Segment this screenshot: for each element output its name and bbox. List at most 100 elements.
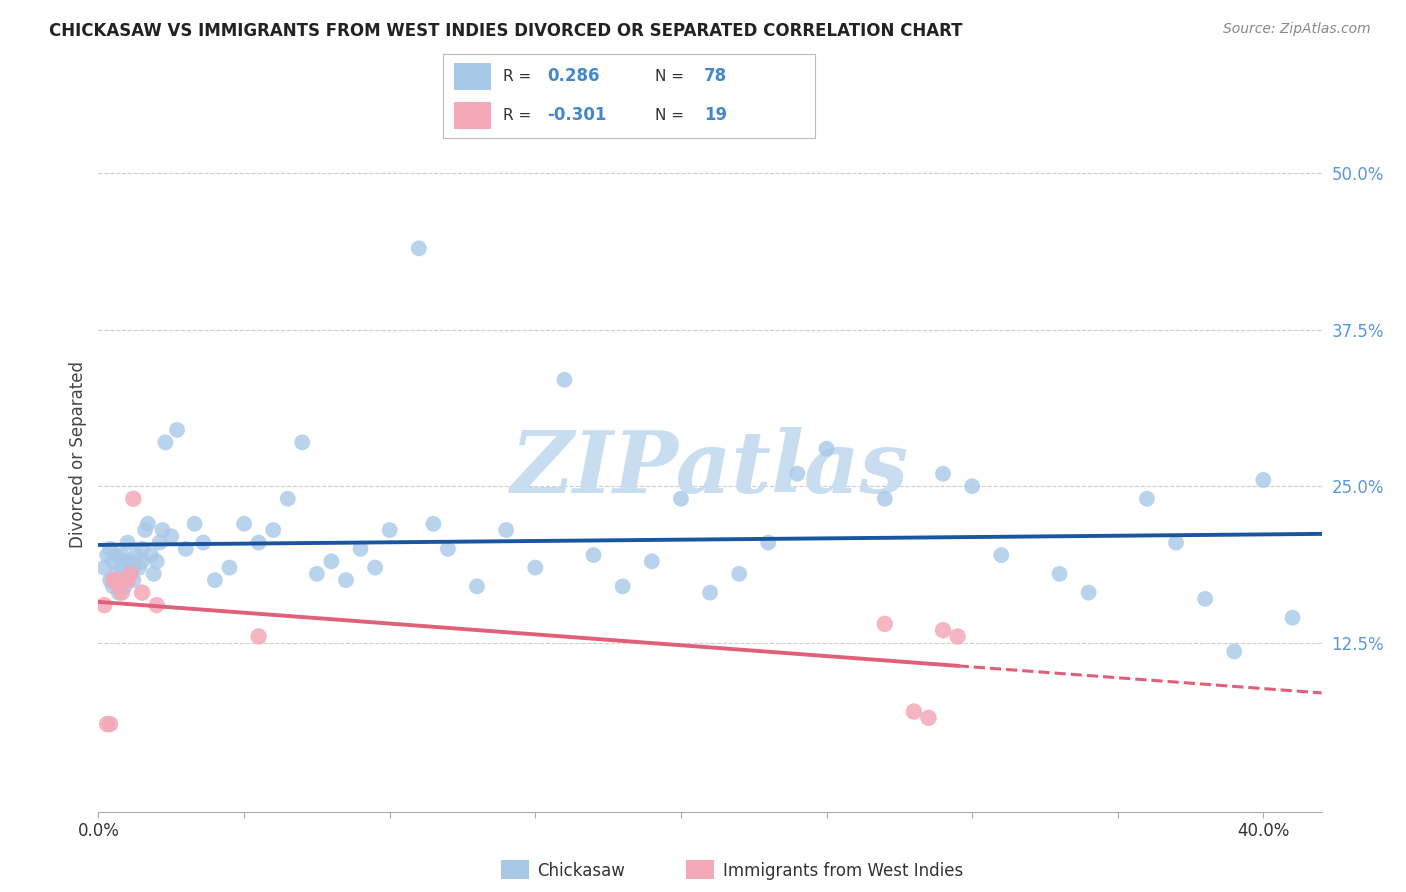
Point [990,548,1012,562]
Text: R =: R = [502,69,536,84]
Text: N =: N = [655,108,689,123]
Point [903,705,925,719]
Point [101,573,124,587]
Point [128,560,150,574]
Point [669,491,692,506]
Text: N =: N = [655,69,689,84]
Point [131,554,153,568]
Point [111,560,134,574]
Point [335,573,357,587]
Point [117,573,139,587]
Point [437,541,460,556]
Point [1253,473,1275,487]
Point [728,566,751,581]
Point [408,241,430,255]
Point [104,573,127,587]
Point [247,630,270,644]
Point [960,479,983,493]
Point [120,554,142,568]
Point [305,566,328,581]
Point [873,491,896,506]
Point [917,711,939,725]
Text: 0.286: 0.286 [547,68,600,86]
Point [149,535,172,549]
Point [125,548,148,562]
Point [104,548,127,562]
Point [815,442,838,456]
Point [104,566,127,581]
Point [142,566,165,581]
Text: -0.301: -0.301 [547,106,606,124]
Point [218,560,240,574]
FancyBboxPatch shape [454,62,491,90]
Point [247,535,270,549]
FancyBboxPatch shape [454,102,491,129]
Point [495,523,517,537]
Point [364,560,387,574]
Point [349,541,371,556]
Text: ZIPatlas: ZIPatlas [510,427,910,511]
Y-axis label: Divorced or Separated: Divorced or Separated [69,361,87,549]
Point [155,435,177,450]
Point [111,585,134,599]
Point [465,579,488,593]
Text: R =: R = [502,108,536,123]
Text: 19: 19 [704,106,727,124]
Point [612,579,634,593]
Point [96,717,118,731]
Point [136,516,159,531]
Point [139,548,162,562]
Point [946,630,969,644]
Point [117,573,139,587]
Point [262,523,284,537]
Point [1077,585,1099,599]
Point [166,423,188,437]
Point [233,516,256,531]
Point [1049,566,1071,581]
Point [98,573,121,587]
Point [641,554,664,568]
Point [174,541,197,556]
Point [122,560,145,574]
Point [291,435,314,450]
Point [98,717,121,731]
Point [183,516,205,531]
Point [932,623,955,637]
Point [131,585,153,599]
Point [699,585,721,599]
Point [553,373,575,387]
Point [1194,591,1216,606]
Point [101,579,124,593]
Point [108,573,131,587]
Point [145,554,167,568]
Point [145,598,167,612]
Point [582,548,605,562]
Point [117,535,139,549]
Text: 78: 78 [704,68,727,86]
Text: Source: ZipAtlas.com: Source: ZipAtlas.com [1223,22,1371,37]
Point [378,523,401,537]
Point [122,491,145,506]
Point [101,554,124,568]
Text: Immigrants from West Indies: Immigrants from West Indies [723,862,963,880]
Point [1281,610,1303,624]
Point [1136,491,1159,506]
Point [120,566,142,581]
Point [786,467,808,481]
Point [1223,644,1246,658]
FancyBboxPatch shape [501,861,529,879]
Point [111,548,134,562]
Point [756,535,779,549]
Point [152,523,174,537]
Text: CHICKASAW VS IMMIGRANTS FROM WEST INDIES DIVORCED OR SEPARATED CORRELATION CHART: CHICKASAW VS IMMIGRANTS FROM WEST INDIES… [49,22,963,40]
Point [93,598,115,612]
Point [422,516,444,531]
Point [321,554,343,568]
Point [193,535,215,549]
Point [204,573,226,587]
Point [873,616,896,631]
Point [122,573,145,587]
Point [108,579,131,593]
Point [1164,535,1187,549]
Point [98,541,121,556]
